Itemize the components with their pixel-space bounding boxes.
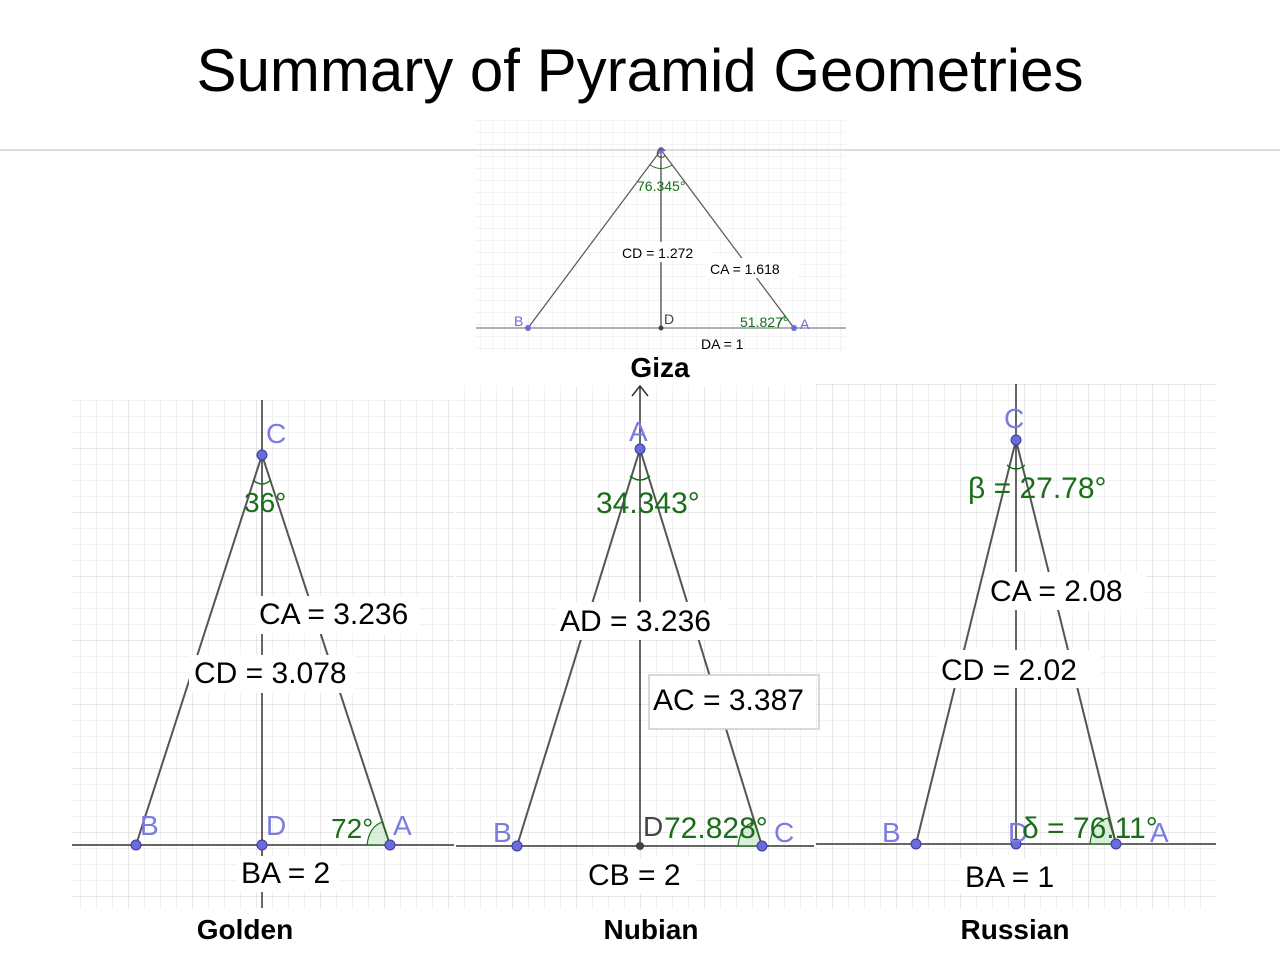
golden-point-d[interactable] [256, 839, 268, 851]
golden-point-c[interactable] [256, 449, 268, 461]
nubian-height-label-bg [556, 602, 726, 640]
nubian-label-right: C [774, 817, 794, 848]
russian-label-foot: D [1008, 817, 1028, 848]
nubian-label-foot: D [643, 811, 663, 842]
nubian-base-arc [737, 821, 763, 847]
golden-label-left: B [140, 810, 159, 841]
russian-slant-label-bg [986, 572, 1146, 610]
nubian-point-b[interactable] [511, 840, 523, 852]
golden-panel: C B D A 36° 72° CA = 3.236 CD = 3.078 BA… [72, 400, 454, 908]
golden-slant-label-bg [254, 596, 420, 634]
giza-base-label: DA = 1 [701, 336, 744, 352]
slide-title: Summary of Pyramid Geometries [196, 37, 1084, 104]
giza-height-label-bg [618, 242, 710, 262]
golden-side-ca [261, 454, 391, 846]
russian-height-label-bg [937, 650, 1101, 688]
golden-point-a[interactable] [384, 839, 396, 851]
russian-slant-label: CA = 2.08 [990, 575, 1123, 608]
russian-point-c[interactable] [1010, 434, 1022, 446]
nubian-side-ac [639, 448, 763, 847]
golden-apex-arc [252, 479, 272, 485]
nubian-label-apex: A [629, 416, 648, 447]
nubian-height-label: AD = 3.236 [560, 605, 711, 638]
golden-apex-angle: 36° [244, 487, 286, 518]
russian-point-d[interactable] [1010, 838, 1022, 850]
caption-giza: Giza [630, 352, 690, 383]
nubian-point-c[interactable] [756, 840, 768, 852]
giza-side-bc [527, 149, 662, 329]
giza-apex-arc [649, 164, 673, 169]
golden-label-foot: D [266, 810, 286, 841]
russian-side-ca [1015, 439, 1117, 845]
golden-label-apex: C [266, 418, 286, 449]
russian-base-arc [1089, 817, 1117, 845]
golden-slant-label: CA = 3.236 [259, 598, 408, 631]
caption-golden: Golden [196, 914, 294, 945]
russian-height-label: CD = 2.02 [941, 654, 1077, 687]
golden-base-arc [366, 821, 391, 846]
russian-base-label: BA = 1 [965, 861, 1054, 894]
russian-point-a[interactable] [1110, 838, 1122, 850]
nubian-slant-label: AC = 3.387 [653, 684, 804, 717]
nubian-point-d[interactable] [636, 842, 644, 850]
giza-panel: C B D A 76.345° 51.827° CD = 1.272 CA = … [476, 118, 846, 354]
giza-point-d[interactable] [658, 325, 664, 331]
nubian-label-left: B [493, 817, 512, 848]
nubian-axis-arrow [631, 384, 649, 397]
giza-point-b[interactable] [525, 325, 531, 331]
giza-label-left: B [514, 313, 523, 329]
russian-label-right: A [1150, 817, 1169, 848]
giza-slant-label: CA = 1.618 [710, 261, 780, 277]
nubian-apex-arc [629, 475, 651, 481]
russian-panel: C B D A β = 27.78° δ = 76.11° CA = 2.08 … [816, 384, 1216, 908]
golden-label-right: A [393, 810, 412, 841]
nubian-base-label-bg [584, 858, 694, 894]
nubian-base-label: CB = 2 [588, 859, 681, 892]
nubian-panel: A B D C 34.343° 72.828° AD = 3.236 AC = … [456, 384, 820, 908]
russian-base-angle: δ = 76.11° [1022, 812, 1158, 845]
golden-base-label: BA = 2 [241, 857, 330, 890]
giza-slant-label-bg [706, 258, 798, 278]
russian-apex-angle: β = 27.78° [968, 472, 1107, 505]
giza-point-c[interactable] [658, 147, 664, 153]
nubian-apex-angle: 34.343° [596, 487, 700, 520]
russian-side-bc [915, 439, 1017, 845]
golden-base-angle: 72° [331, 813, 373, 844]
giza-base-arc [777, 315, 787, 329]
nubian-side-ba [516, 448, 641, 847]
nubian-base-angle: 72.828° [664, 812, 768, 845]
russian-label-left: B [882, 817, 901, 848]
russian-apex-arc [1006, 464, 1026, 470]
golden-height-label: CD = 3.078 [194, 657, 347, 690]
caption-nubian: Nubian [603, 914, 699, 945]
giza-base-angle: 51.827° [740, 314, 788, 330]
russian-label-apex: C [1004, 403, 1024, 434]
russian-base-label-bg [960, 858, 1072, 894]
golden-side-bc [135, 454, 263, 846]
caption-russian: Russian [960, 914, 1070, 945]
giza-label-right: A [800, 316, 810, 332]
russian-point-b[interactable] [910, 838, 922, 850]
nubian-point-a[interactable] [634, 443, 646, 455]
giza-side-ca [660, 149, 795, 329]
giza-apex-angle: 76.345° [637, 178, 685, 194]
giza-height-label: CD = 1.272 [622, 245, 693, 261]
golden-point-b[interactable] [130, 839, 142, 851]
nubian-slant-label-box [648, 674, 820, 730]
golden-base-label-bg [236, 856, 340, 892]
giza-label-apex: C [656, 145, 666, 161]
giza-label-foot: D [664, 311, 674, 327]
giza-point-a[interactable] [791, 325, 797, 331]
golden-height-label-bg [189, 655, 355, 693]
